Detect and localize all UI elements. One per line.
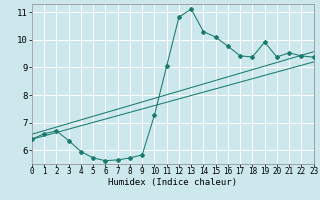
X-axis label: Humidex (Indice chaleur): Humidex (Indice chaleur): [108, 178, 237, 187]
